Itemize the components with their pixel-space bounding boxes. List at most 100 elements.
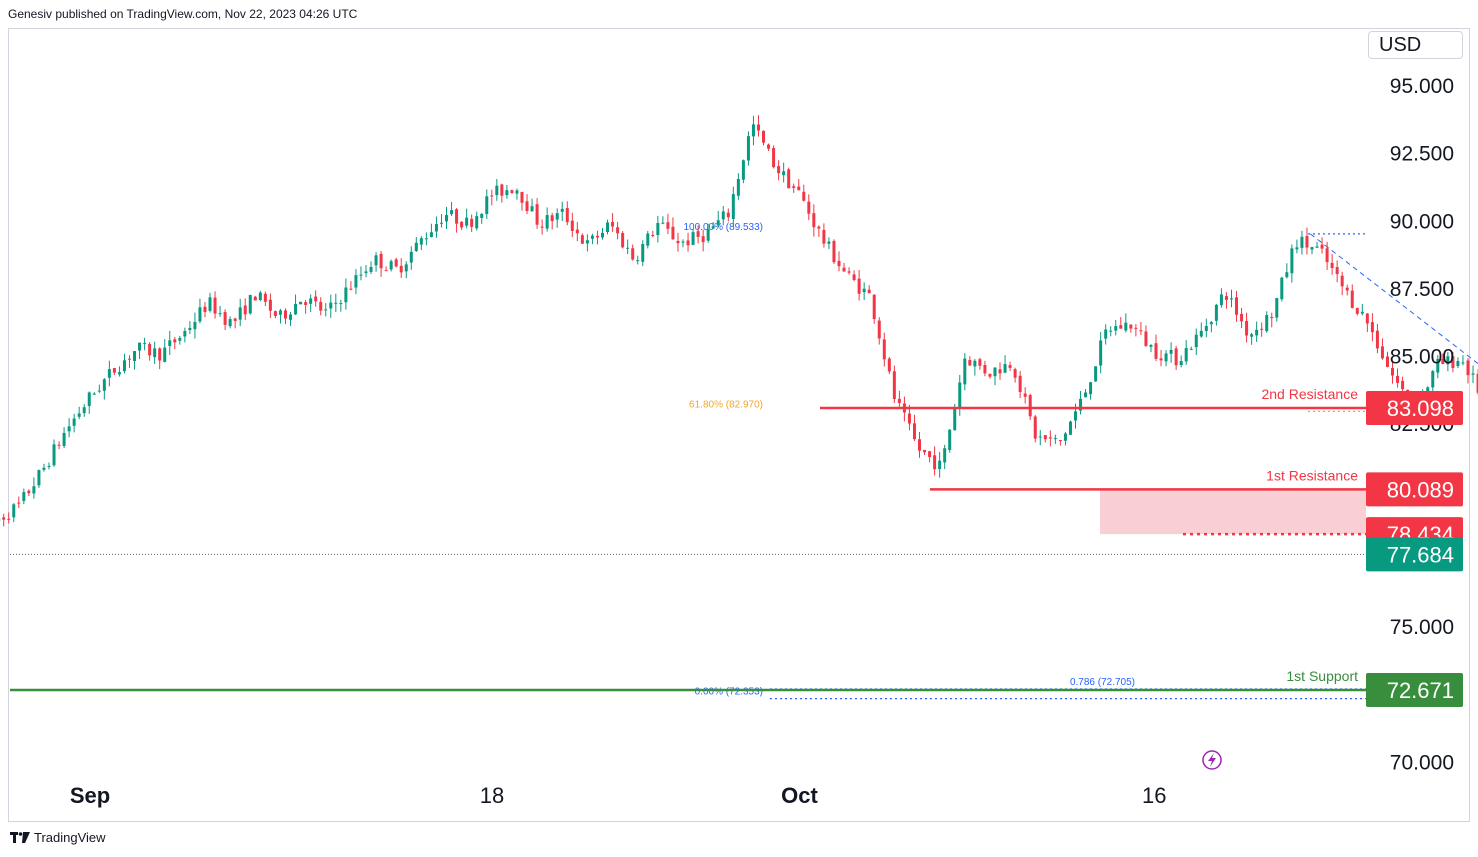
candle-body bbox=[188, 327, 192, 331]
price-tag[interactable] bbox=[1366, 390, 1463, 425]
candle-body bbox=[797, 186, 801, 191]
resistance-zone-box bbox=[1100, 489, 1366, 535]
candle-body bbox=[289, 314, 293, 320]
candle-body bbox=[2, 517, 6, 520]
tradingview-logo-icon bbox=[10, 831, 30, 844]
candle-body bbox=[636, 260, 640, 262]
candle-body bbox=[923, 449, 927, 453]
candle-body bbox=[1385, 356, 1389, 367]
candle-body bbox=[1038, 436, 1042, 438]
candle-body bbox=[480, 213, 484, 218]
candle-body bbox=[1194, 334, 1198, 348]
candle-body bbox=[273, 311, 277, 316]
candle-body bbox=[359, 274, 363, 276]
candle-body bbox=[1219, 294, 1223, 306]
footer-brand: TradingView bbox=[34, 830, 106, 845]
candle-body bbox=[525, 201, 529, 211]
support-resistance-levels[interactable]: 2nd Resistance 1st Resistance 1st Support bbox=[10, 386, 1366, 692]
candle-body bbox=[1476, 373, 1478, 393]
candle-body bbox=[897, 398, 901, 403]
candle-body bbox=[1028, 395, 1032, 417]
candle-body bbox=[1074, 411, 1078, 421]
candle-body bbox=[777, 166, 781, 174]
lightning-icon[interactable] bbox=[1202, 750, 1222, 770]
candle-body bbox=[943, 448, 947, 463]
candle-body bbox=[82, 407, 86, 414]
candle-body bbox=[656, 222, 660, 236]
candle-body bbox=[565, 208, 569, 223]
candle-body bbox=[973, 360, 977, 367]
price-tag-label: 77.684 bbox=[1387, 542, 1454, 567]
candle-body bbox=[1401, 380, 1405, 390]
candle-body bbox=[711, 226, 715, 229]
time-axis[interactable]: Sep18Oct16Nov13Dec bbox=[70, 783, 1478, 808]
fib-trendline[interactable] bbox=[1310, 233, 1478, 699]
price-tag[interactable] bbox=[1366, 537, 1463, 572]
price-tag[interactable] bbox=[1366, 472, 1463, 507]
candle-body bbox=[1426, 387, 1430, 394]
candle-body bbox=[611, 221, 615, 227]
candle-body bbox=[963, 358, 967, 385]
candle-body bbox=[92, 393, 96, 395]
candle-body bbox=[832, 240, 836, 263]
candle-body bbox=[867, 289, 871, 294]
candle-body bbox=[746, 136, 750, 161]
candle-body bbox=[434, 224, 438, 232]
candle-body bbox=[1260, 328, 1264, 330]
candle-body bbox=[102, 379, 106, 391]
candle-body bbox=[661, 222, 665, 224]
candle-body bbox=[1391, 368, 1395, 376]
price-tag-label: 72.671 bbox=[1387, 678, 1454, 703]
candle-body bbox=[32, 486, 36, 494]
candle-body bbox=[862, 288, 866, 293]
candle-body bbox=[827, 241, 831, 244]
candle-body bbox=[128, 358, 132, 360]
candle-body bbox=[369, 266, 373, 272]
candle-body bbox=[540, 226, 544, 228]
candle-body bbox=[1053, 438, 1057, 440]
candle-body bbox=[329, 302, 333, 309]
candle-body bbox=[1124, 322, 1128, 331]
candle-body bbox=[872, 294, 876, 320]
candle-body bbox=[1149, 344, 1153, 347]
candle-body bbox=[1084, 392, 1088, 398]
candle-body bbox=[948, 429, 952, 450]
candle-body bbox=[933, 455, 937, 470]
candle-body bbox=[1396, 375, 1400, 383]
candle-body bbox=[1033, 416, 1037, 439]
currency-selector[interactable]: USD bbox=[1368, 31, 1463, 59]
candle-body bbox=[183, 330, 187, 337]
candle-body bbox=[1265, 315, 1269, 332]
candle-body bbox=[389, 261, 393, 270]
candle-body bbox=[495, 185, 499, 196]
candle-body bbox=[248, 295, 252, 314]
candle-body bbox=[299, 301, 303, 305]
candle-body bbox=[1013, 369, 1017, 378]
candle-body bbox=[27, 490, 31, 494]
candle-body bbox=[716, 220, 720, 225]
candle-body bbox=[575, 229, 579, 234]
candles bbox=[0, 115, 1478, 527]
candle-body bbox=[968, 360, 972, 366]
candle-body bbox=[1058, 440, 1062, 442]
candle-body bbox=[515, 190, 519, 194]
candle-body bbox=[1360, 311, 1364, 314]
candle-body bbox=[1350, 290, 1354, 308]
candle-body bbox=[1275, 298, 1279, 318]
candle-body bbox=[560, 208, 564, 212]
candle-body bbox=[450, 210, 454, 215]
price-axis[interactable]: 95.00092.50090.00087.50085.00082.50075.0… bbox=[1366, 75, 1463, 774]
candle-body bbox=[892, 371, 896, 400]
candle-body bbox=[1129, 324, 1133, 329]
candle-body bbox=[1365, 313, 1369, 324]
candle-body bbox=[17, 502, 21, 504]
candle-body bbox=[1174, 348, 1178, 366]
candle-body bbox=[243, 305, 247, 315]
candle-body bbox=[309, 298, 313, 304]
price-tag[interactable] bbox=[1366, 672, 1463, 707]
candle-body bbox=[998, 369, 1002, 374]
tradingview-footer[interactable]: TradingView bbox=[10, 830, 106, 845]
fibonacci-retracement[interactable]: 100.00% (89.533) 61.80% (82.970) 0.00% (72… bbox=[683, 222, 1478, 700]
price-tick-label: 85.000 bbox=[1390, 346, 1454, 369]
